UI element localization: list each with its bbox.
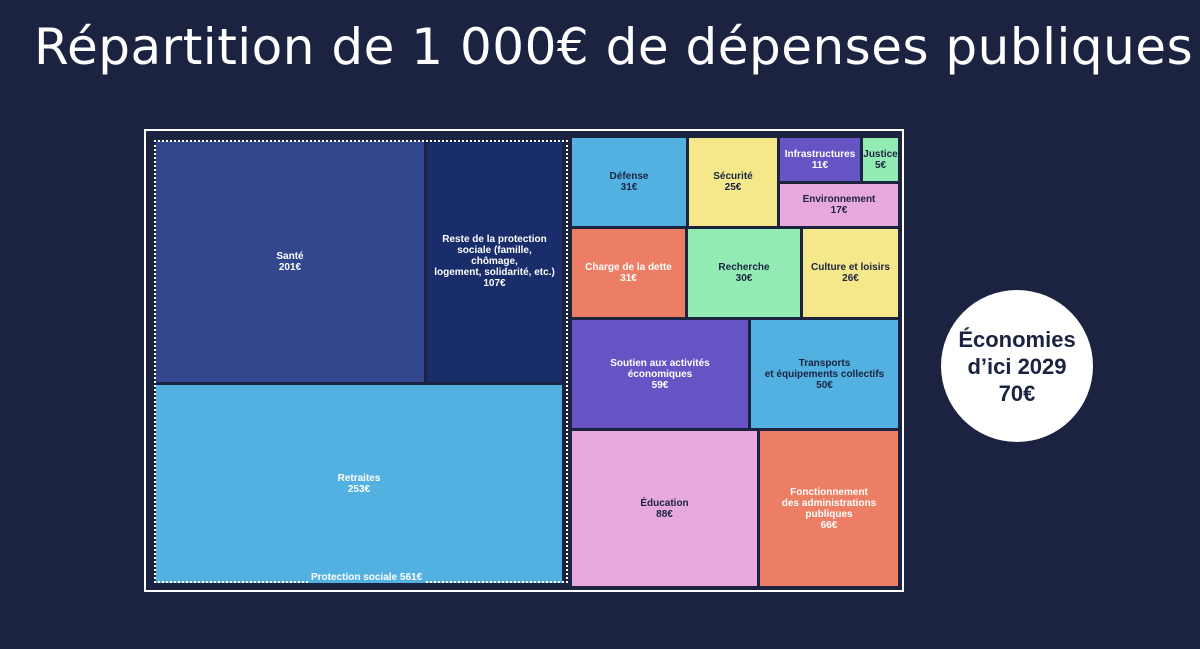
treemap-cell-value: 107€ bbox=[483, 278, 506, 289]
treemap-cell-label: Justice bbox=[863, 148, 898, 160]
treemap-cell-value: 30€ bbox=[735, 273, 753, 284]
treemap-cell-education: Éducation 88€ bbox=[572, 431, 757, 586]
savings-line2: d’ici 2029 bbox=[967, 353, 1067, 379]
treemap-cell-label: Charge de la dette bbox=[585, 262, 672, 273]
treemap-cell-value: 25€ bbox=[724, 182, 742, 193]
treemap-cell-label: Recherche bbox=[718, 262, 770, 273]
treemap-cell-label: Transports et équipements collectifs bbox=[764, 357, 885, 380]
treemap-cell-transports-et-equipements-collectifs: Transports et équipements collectifs 50€ bbox=[751, 320, 898, 428]
treemap-cell-infrastructures: Infrastructures 11€ bbox=[780, 138, 860, 181]
treemap-cell-justice: Justice 5€ bbox=[863, 138, 898, 181]
treemap-cell-label: Infrastructures bbox=[784, 148, 856, 160]
treemap-cell-value: 26€ bbox=[842, 273, 859, 284]
savings-amount: 70€ bbox=[998, 380, 1036, 406]
treemap-cell-label: Défense bbox=[609, 171, 649, 182]
treemap-cell-sante: Santé 201€ bbox=[156, 141, 424, 382]
treemap-cell-value: 31€ bbox=[620, 182, 638, 193]
treemap-cell-label: Soutien aux activités économiques bbox=[610, 357, 710, 380]
treemap-cell-defense: Défense 31€ bbox=[572, 138, 686, 226]
savings-line1: Économies bbox=[958, 326, 1076, 352]
page-title: Répartition de 1 000€ de dépenses publiq… bbox=[34, 18, 1194, 76]
treemap-cell-label: Santé bbox=[276, 250, 304, 262]
treemap-cell-securite: Sécurité 25€ bbox=[689, 138, 777, 226]
treemap-cell-culture-et-loisirs: Culture et loisirs 26€ bbox=[803, 229, 898, 317]
treemap-cell-value: 59€ bbox=[651, 379, 669, 391]
treemap-cell-environnement: Environnement 17€ bbox=[780, 184, 898, 226]
treemap-cell-fonctionnement-des-administrations-publi: Fonctionnement des administrations publi… bbox=[760, 431, 898, 586]
treemap-cell-value: 88€ bbox=[656, 508, 673, 520]
treemap-cell-retraites: Retraites 253€ bbox=[156, 385, 562, 583]
treemap-cell-charge-de-la-dette: Charge de la dette 31€ bbox=[572, 229, 685, 317]
treemap-cell-value: 66€ bbox=[820, 519, 838, 531]
treemap-cell-label: Environnement bbox=[802, 194, 876, 205]
treemap-cell-recherche: Recherche 30€ bbox=[688, 229, 800, 317]
treemap-cell-label: Fonctionnement des administrations publi… bbox=[781, 486, 877, 520]
savings-circle: Économies d’ici 2029 70€ bbox=[941, 290, 1093, 442]
treemap-cell-soutien-aux-activites-economiques: Soutien aux activités économiques 59€ bbox=[572, 320, 748, 428]
treemap-cell-value: 17€ bbox=[830, 205, 848, 216]
treemap-cell-reste-de-la-protection-sociale-famille-c: Reste de la protection sociale (famille,… bbox=[427, 141, 562, 382]
treemap-chart: Santé 201€ Reste de la protection sociale … bbox=[144, 129, 904, 592]
treemap-cell-label: Reste de la protection sociale (famille,… bbox=[434, 234, 555, 278]
treemap-cell-label: Retraites bbox=[337, 473, 381, 484]
protection-sociale-group-label: Protection sociale 561€ bbox=[308, 573, 426, 583]
treemap-cell-value: 201€ bbox=[278, 261, 302, 273]
treemap-cell-value: 253€ bbox=[347, 484, 371, 495]
treemap-cell-label: Culture et loisirs bbox=[811, 262, 890, 273]
treemap-cell-label: Sécurité bbox=[713, 171, 753, 182]
treemap-cell-label: Éducation bbox=[640, 497, 689, 509]
treemap-cell-value: 5€ bbox=[874, 159, 887, 171]
treemap-cell-value: 31€ bbox=[620, 273, 637, 284]
treemap-cell-value: 11€ bbox=[811, 159, 829, 171]
treemap-cell-value: 50€ bbox=[816, 379, 833, 391]
